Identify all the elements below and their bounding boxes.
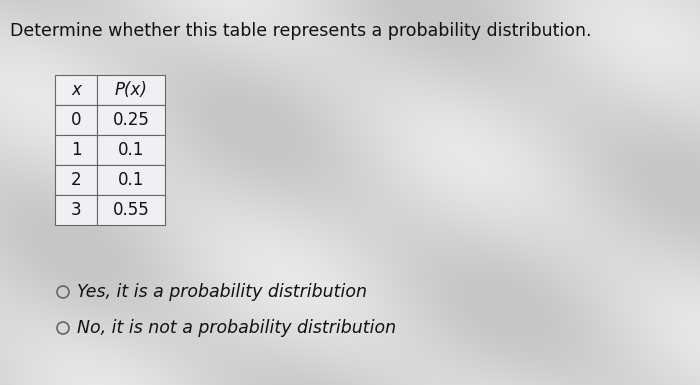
Text: x: x — [71, 81, 81, 99]
Bar — [97, 105, 165, 135]
Bar — [97, 165, 165, 195]
Text: 0: 0 — [71, 111, 81, 129]
Bar — [55, 75, 97, 105]
Bar — [55, 135, 97, 165]
Text: 1: 1 — [71, 141, 81, 159]
Text: P(x): P(x) — [115, 81, 148, 99]
Text: 2: 2 — [71, 171, 81, 189]
Bar — [55, 105, 97, 135]
Text: 0.55: 0.55 — [113, 201, 149, 219]
Bar — [97, 75, 165, 105]
Bar — [55, 165, 97, 195]
Text: 3: 3 — [71, 201, 81, 219]
Bar — [97, 135, 165, 165]
Text: 0.1: 0.1 — [118, 141, 144, 159]
Text: 0.1: 0.1 — [118, 171, 144, 189]
Bar — [97, 195, 165, 225]
Text: Determine whether this table represents a probability distribution.: Determine whether this table represents … — [10, 22, 591, 40]
Text: Yes, it is a probability distribution: Yes, it is a probability distribution — [77, 283, 367, 301]
Text: No, it is not a probability distribution: No, it is not a probability distribution — [77, 319, 396, 337]
Text: 0.25: 0.25 — [113, 111, 149, 129]
Bar — [55, 195, 97, 225]
